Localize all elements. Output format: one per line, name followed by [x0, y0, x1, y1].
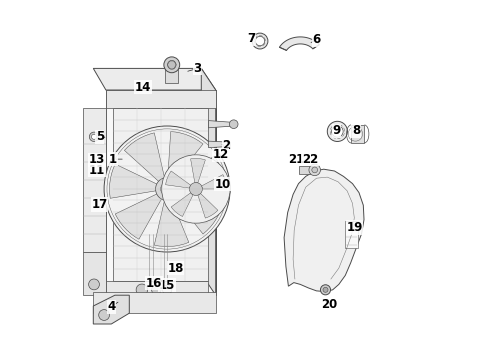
Text: 8: 8 — [351, 124, 360, 137]
Circle shape — [322, 287, 327, 292]
Polygon shape — [284, 169, 363, 292]
Circle shape — [167, 60, 176, 69]
Circle shape — [91, 134, 96, 139]
Circle shape — [163, 57, 179, 73]
Polygon shape — [82, 108, 106, 252]
Text: 22: 22 — [301, 153, 318, 166]
Polygon shape — [298, 166, 310, 174]
Circle shape — [151, 285, 161, 294]
Polygon shape — [190, 158, 205, 183]
Polygon shape — [173, 192, 222, 234]
Text: 10: 10 — [214, 178, 230, 191]
Polygon shape — [165, 65, 178, 83]
Polygon shape — [198, 194, 218, 218]
Text: 12: 12 — [212, 148, 228, 161]
Polygon shape — [106, 90, 215, 108]
Circle shape — [331, 126, 343, 137]
Polygon shape — [167, 131, 203, 181]
Polygon shape — [106, 281, 208, 295]
Circle shape — [88, 279, 99, 290]
Polygon shape — [208, 141, 230, 148]
Text: 1: 1 — [109, 153, 117, 166]
Polygon shape — [201, 68, 215, 295]
Polygon shape — [82, 252, 106, 295]
Circle shape — [320, 285, 330, 295]
Polygon shape — [115, 193, 162, 239]
Text: 5: 5 — [96, 130, 103, 143]
Polygon shape — [93, 68, 215, 90]
Polygon shape — [208, 121, 233, 128]
Text: 18: 18 — [167, 262, 183, 275]
Text: 2: 2 — [222, 139, 230, 152]
Polygon shape — [201, 175, 226, 189]
Polygon shape — [109, 164, 158, 198]
Text: 7: 7 — [247, 32, 255, 45]
Circle shape — [229, 120, 238, 129]
Text: 19: 19 — [346, 221, 362, 234]
Polygon shape — [165, 171, 190, 188]
Circle shape — [251, 33, 267, 49]
Circle shape — [162, 285, 171, 294]
Text: 3: 3 — [193, 62, 202, 75]
Circle shape — [308, 164, 320, 176]
Circle shape — [255, 36, 264, 46]
Text: 16: 16 — [145, 277, 162, 290]
Text: 20: 20 — [321, 298, 337, 311]
Polygon shape — [113, 108, 208, 281]
Text: 13: 13 — [89, 153, 105, 166]
Text: 21: 21 — [287, 153, 304, 166]
Circle shape — [89, 132, 99, 141]
Circle shape — [155, 177, 178, 201]
Polygon shape — [350, 125, 364, 143]
Circle shape — [189, 183, 202, 195]
Text: 17: 17 — [91, 198, 108, 211]
Circle shape — [136, 284, 147, 296]
Circle shape — [162, 155, 230, 223]
FancyBboxPatch shape — [344, 221, 358, 248]
Polygon shape — [124, 133, 164, 182]
Text: 14: 14 — [135, 81, 151, 94]
Polygon shape — [154, 198, 188, 247]
Polygon shape — [106, 90, 215, 295]
Polygon shape — [171, 193, 193, 216]
Text: 11: 11 — [89, 164, 105, 177]
Polygon shape — [279, 37, 319, 50]
Polygon shape — [93, 295, 129, 324]
Text: 4: 4 — [107, 300, 115, 313]
Circle shape — [160, 183, 173, 195]
Circle shape — [104, 126, 230, 252]
Circle shape — [311, 167, 317, 173]
Circle shape — [326, 121, 347, 141]
Text: 15: 15 — [159, 279, 175, 292]
Text: 9: 9 — [331, 124, 340, 137]
Text: 6: 6 — [312, 33, 320, 46]
Polygon shape — [93, 292, 215, 313]
Polygon shape — [175, 156, 224, 189]
Circle shape — [99, 310, 109, 320]
